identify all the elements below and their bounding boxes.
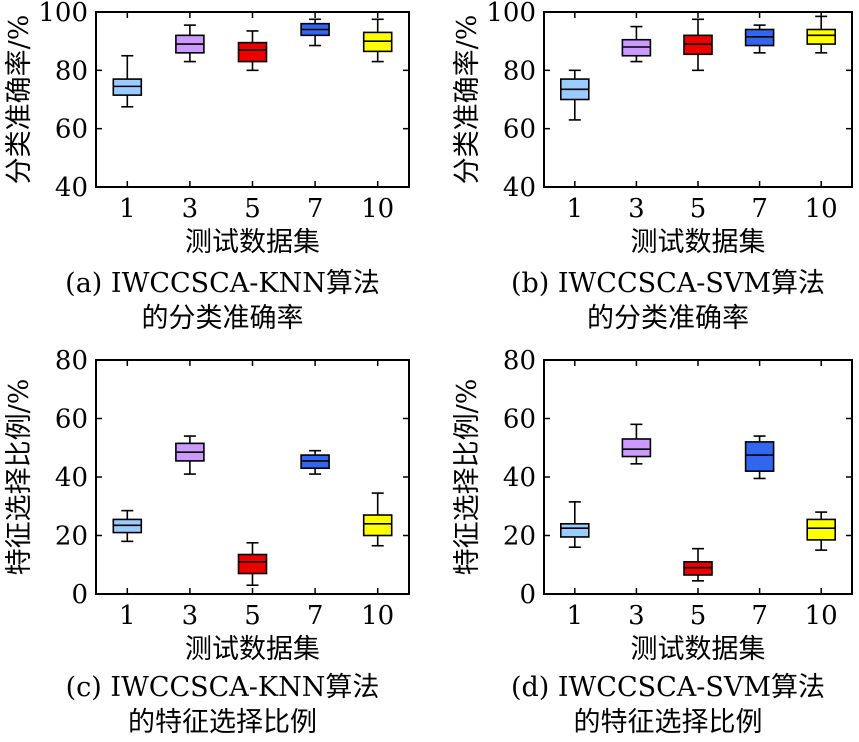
box-10 — [362, 492, 393, 547]
y-axis-label: 特征选择比例/% — [452, 379, 483, 576]
x-tick-label: 10 — [805, 194, 838, 224]
y-tick-label: 60 — [55, 405, 88, 435]
box-iqr — [237, 553, 268, 575]
box-iqr — [362, 514, 393, 537]
y-tick-label: 40 — [55, 173, 88, 203]
chart-panel-4: 0 20 40 60 80 1 3 5 7 10 测试数据集 特征选择比例/% (d) IWCCSCA-… — [452, 346, 853, 738]
x-tick-label: 10 — [805, 601, 838, 631]
x-axis-label: 测试数据集 — [631, 227, 766, 258]
box-10 — [362, 18, 393, 63]
x-tick-label: 5 — [690, 601, 707, 631]
box-3 — [175, 24, 205, 63]
x-tick-label: 3 — [182, 194, 199, 224]
box-7 — [300, 18, 330, 47]
x-tick-label: 5 — [244, 601, 261, 631]
box-1 — [559, 69, 590, 121]
box-7 — [300, 449, 330, 475]
box-iqr — [237, 41, 268, 63]
x-tick-label: 5 — [244, 194, 261, 224]
y-tick-label: 80 — [55, 346, 88, 376]
panel-caption-line2: 的特征选择比例 — [128, 707, 317, 738]
box-5 — [683, 547, 713, 582]
y-tick-label: 0 — [71, 580, 88, 610]
box-1 — [112, 509, 143, 543]
x-tick-label: 3 — [628, 601, 645, 631]
chart-panel-1: 40 60 80 100 1 3 5 7 10 测试数据集 分类准确率/% (a) IWCCSCA-K… — [4, 0, 410, 334]
chart-panel-3: 0 20 40 60 80 1 3 5 7 10 测试数据集 特征选择比例/% (c) IWCCSCA-… — [4, 346, 410, 738]
y-tick-label: 20 — [55, 522, 88, 552]
box-3 — [621, 25, 652, 63]
panel-caption-line2: 的特征选择比例 — [574, 707, 763, 738]
y-tick-label: 100 — [486, 0, 536, 28]
y-tick-label: 20 — [503, 522, 536, 552]
box-iqr — [621, 438, 652, 458]
y-tick-label: 80 — [503, 346, 536, 376]
box-7 — [744, 24, 775, 54]
x-tick-label: 7 — [751, 601, 768, 631]
panel-caption-line1: (c) IWCCSCA-KNN算法 — [66, 672, 380, 703]
y-tick-label: 80 — [55, 56, 88, 86]
x-tick-label: 10 — [361, 194, 394, 224]
x-axis-label: 测试数据集 — [631, 634, 766, 665]
y-tick-label: 60 — [503, 115, 536, 145]
box-10 — [806, 15, 837, 54]
box-iqr — [744, 441, 775, 472]
box-5 — [237, 30, 268, 72]
box-3 — [175, 435, 205, 475]
y-axis-label: 分类准确率/% — [4, 15, 35, 185]
x-tick-label: 7 — [307, 601, 324, 631]
y-tick-label: 40 — [503, 173, 536, 203]
y-axis-label: 分类准确率/% — [452, 15, 483, 185]
x-tick-label: 3 — [628, 194, 645, 224]
x-tick-label: 7 — [307, 194, 324, 224]
y-tick-label: 80 — [503, 56, 536, 86]
panel-caption-line1: (b) IWCCSCA-SVM算法 — [511, 268, 825, 299]
x-tick-label: 1 — [119, 601, 136, 631]
chart-panel-2: 40 60 80 100 1 3 5 7 10 测试数据集 分类准确率/% (b) IWCCSCA-S… — [452, 0, 853, 334]
box-iqr — [806, 28, 837, 45]
x-tick-label: 1 — [567, 194, 584, 224]
x-tick-label: 5 — [690, 194, 707, 224]
box-1 — [559, 501, 590, 549]
y-tick-label: 60 — [55, 115, 88, 145]
panel-caption-line1: (a) IWCCSCA-KNN算法 — [65, 268, 380, 299]
box-5 — [237, 542, 268, 587]
y-tick-label: 100 — [38, 0, 88, 28]
box-3 — [621, 423, 652, 465]
x-tick-label: 1 — [567, 601, 584, 631]
x-tick-label: 7 — [751, 194, 768, 224]
panel-caption-line1: (d) IWCCSCA-SVM算法 — [511, 672, 825, 703]
y-tick-label: 40 — [503, 463, 536, 493]
box-iqr — [806, 518, 837, 541]
x-tick-label: 1 — [119, 194, 136, 224]
y-tick-label: 60 — [503, 405, 536, 435]
y-axis-label: 特征选择比例/% — [4, 379, 35, 576]
x-tick-label: 10 — [361, 601, 394, 631]
box-5 — [683, 18, 713, 72]
panel-caption-line2: 的分类准确率 — [142, 303, 304, 334]
box-1 — [112, 54, 143, 108]
box-7 — [744, 435, 775, 480]
y-tick-label: 40 — [55, 463, 88, 493]
x-axis-label: 测试数据集 — [185, 227, 320, 258]
box-iqr — [559, 522, 590, 538]
x-tick-label: 3 — [182, 601, 199, 631]
y-tick-label: 0 — [519, 580, 536, 610]
panel-caption-line2: 的分类准确率 — [587, 303, 749, 334]
x-axis-label: 测试数据集 — [185, 634, 320, 665]
box-10 — [806, 511, 837, 551]
